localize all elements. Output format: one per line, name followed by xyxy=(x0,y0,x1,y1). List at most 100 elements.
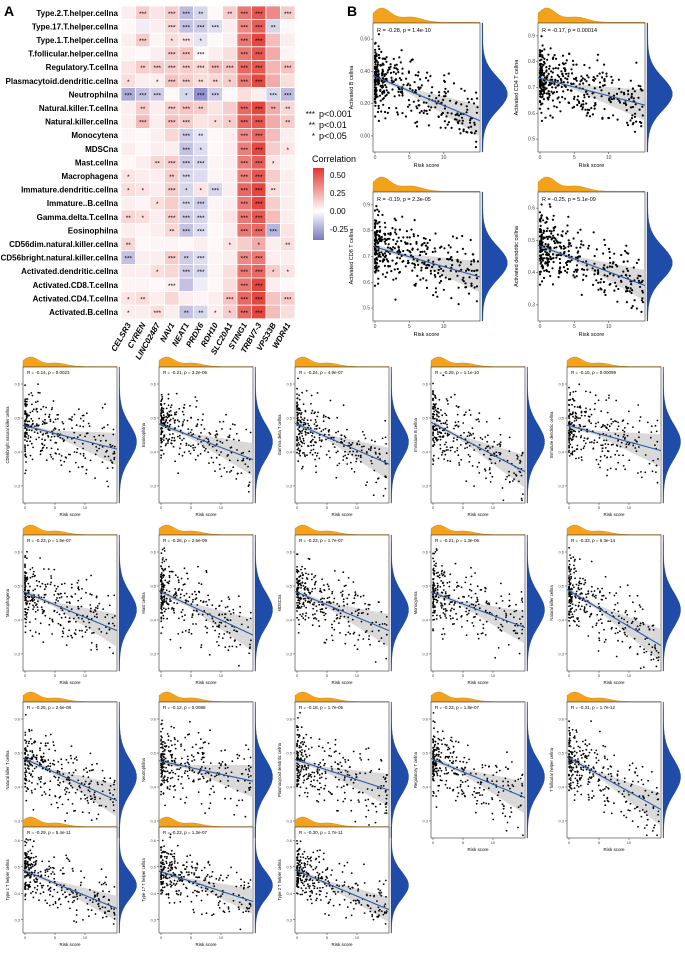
scatter-point xyxy=(569,430,572,433)
scatter-point xyxy=(464,282,467,285)
scatter-point xyxy=(39,453,42,456)
scatter-point xyxy=(575,79,578,82)
scatter-point xyxy=(433,552,435,555)
scatter-point xyxy=(24,453,27,456)
scatter-point xyxy=(416,107,419,110)
scatter-point xyxy=(51,620,54,623)
scatter-point xyxy=(446,432,449,435)
heatmap-cell xyxy=(149,127,165,143)
scatter-point xyxy=(436,295,439,298)
heatmap-sig-star: ** xyxy=(198,79,204,86)
scatter-point xyxy=(406,242,409,245)
scatter-point xyxy=(30,442,33,445)
scatter-point xyxy=(160,599,163,601)
scatter-point xyxy=(629,119,632,122)
scatter-point xyxy=(378,234,381,237)
scatter-point xyxy=(315,421,317,423)
scatter-point xyxy=(299,574,302,577)
scatter-point xyxy=(169,418,172,421)
scatter-point xyxy=(558,245,562,248)
scatter-point xyxy=(575,246,578,249)
scatter-point xyxy=(578,406,581,409)
scatter-point xyxy=(162,557,164,559)
correlation-annotation: R = -0.17, p = 0.00014 xyxy=(542,28,597,34)
heatmap-cell xyxy=(135,19,151,34)
scatter-point xyxy=(453,427,455,430)
scatter-point xyxy=(344,450,346,453)
scatter-point xyxy=(574,411,577,414)
scatter-point xyxy=(601,71,604,74)
scatter-point xyxy=(26,403,28,406)
scatter-point xyxy=(303,454,306,456)
heatmap-sig-star: ** xyxy=(271,188,277,195)
scatter-point xyxy=(353,631,356,634)
scatter-point xyxy=(305,612,308,615)
scatter-point xyxy=(624,468,626,471)
scatter-point xyxy=(580,414,583,417)
scatter-point xyxy=(420,269,423,272)
scatter-point xyxy=(444,443,446,446)
scatter-point xyxy=(349,444,352,446)
scatter-point xyxy=(85,578,88,581)
scatter-point xyxy=(183,451,186,454)
scatter-point xyxy=(476,260,479,263)
scatter-point xyxy=(29,411,32,414)
scatter-point xyxy=(160,565,162,567)
scatter-point xyxy=(399,61,402,64)
scatter-point xyxy=(566,224,569,227)
scatter-point xyxy=(71,636,74,639)
scatter-point xyxy=(437,431,439,433)
scatter-point xyxy=(547,53,550,56)
scatter-point xyxy=(542,219,545,222)
heatmap-sig-star: * xyxy=(127,296,130,303)
heatmap-sig-star: *** xyxy=(124,256,132,263)
scatter-point xyxy=(609,467,612,470)
scatter-point xyxy=(381,437,384,440)
heatmap-cell xyxy=(164,304,180,320)
scatter-point xyxy=(473,121,476,124)
scatter-point xyxy=(316,452,319,455)
scatter-point xyxy=(556,233,560,236)
scatter-point xyxy=(380,611,383,613)
scatter-point xyxy=(465,480,468,483)
heatmap-cell xyxy=(149,141,165,157)
scatter-point xyxy=(589,408,592,411)
scatter-point xyxy=(296,402,298,404)
scatter-point xyxy=(541,267,544,270)
scatter-point xyxy=(73,413,76,416)
scatter-point xyxy=(508,450,511,452)
scatter-point xyxy=(574,417,576,420)
heatmap-sig-star: ** xyxy=(184,310,190,317)
scatter-point xyxy=(654,444,656,447)
scatter-point xyxy=(94,610,97,612)
scatter-point xyxy=(456,260,459,263)
scatter-point xyxy=(43,568,45,570)
scatter-point xyxy=(608,250,611,254)
scatter-point xyxy=(582,103,585,106)
scatter-point xyxy=(587,95,591,98)
heatmap-sig-star: *** xyxy=(255,256,263,263)
scatter-point xyxy=(173,594,175,597)
scatter-point xyxy=(587,247,590,250)
scatter-point xyxy=(232,466,235,469)
scatter-point xyxy=(416,74,420,77)
scatter-point xyxy=(637,472,639,474)
scatter-point xyxy=(472,616,475,618)
scatter-point xyxy=(194,396,197,398)
scatter-point xyxy=(457,405,460,408)
scatter-point xyxy=(467,612,470,615)
scatter-point xyxy=(453,393,456,396)
scatter-point xyxy=(336,464,339,467)
scatter-point xyxy=(112,622,114,625)
scatter-point xyxy=(474,572,476,574)
scatter-point xyxy=(421,261,424,264)
scatter-point xyxy=(389,71,393,74)
scatter-point xyxy=(571,413,573,416)
scatter-point xyxy=(434,394,436,397)
scatter-point xyxy=(370,623,372,626)
scatter-point xyxy=(460,458,463,461)
scatter-point xyxy=(443,584,445,587)
scatter-point xyxy=(439,447,442,450)
scatter-point xyxy=(26,400,28,403)
scatter-point xyxy=(469,238,472,242)
